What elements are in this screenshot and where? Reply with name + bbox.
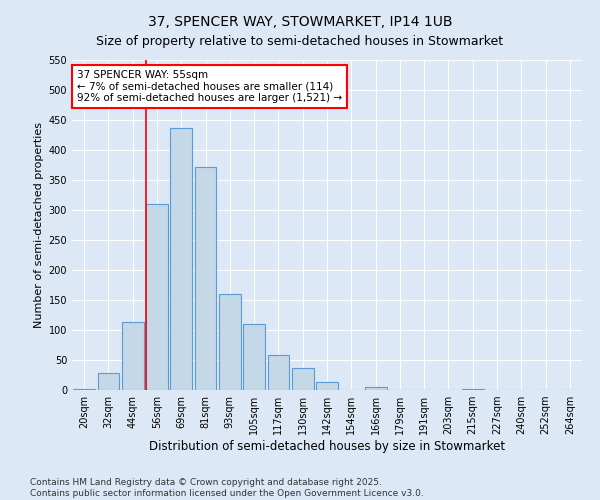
Bar (365, 387, 386, 390)
Bar (462, 389, 484, 390)
Text: Contains HM Land Registry data © Crown copyright and database right 2025.
Contai: Contains HM Land Registry data © Crown c… (30, 478, 424, 498)
Bar (194, 167, 217, 390)
Bar (122, 322, 143, 390)
Text: 37, SPENCER WAY, STOWMARKET, IP14 1UB: 37, SPENCER WAY, STOWMARKET, IP14 1UB (148, 15, 452, 29)
Bar (219, 294, 241, 390)
Text: 37 SPENCER WAY: 55sqm
← 7% of semi-detached houses are smaller (114)
92% of semi: 37 SPENCER WAY: 55sqm ← 7% of semi-detac… (77, 70, 342, 103)
Y-axis label: Number of semi-detached properties: Number of semi-detached properties (34, 122, 44, 328)
Text: Size of property relative to semi-detached houses in Stowmarket: Size of property relative to semi-detach… (97, 35, 503, 48)
Bar (170, 128, 192, 390)
Bar (73, 389, 95, 390)
Bar (146, 204, 168, 390)
Bar (97, 373, 119, 390)
X-axis label: Distribution of semi-detached houses by size in Stowmarket: Distribution of semi-detached houses by … (149, 440, 505, 453)
Bar (316, 382, 338, 390)
Bar (292, 368, 314, 390)
Bar (243, 324, 265, 390)
Bar (268, 355, 289, 390)
